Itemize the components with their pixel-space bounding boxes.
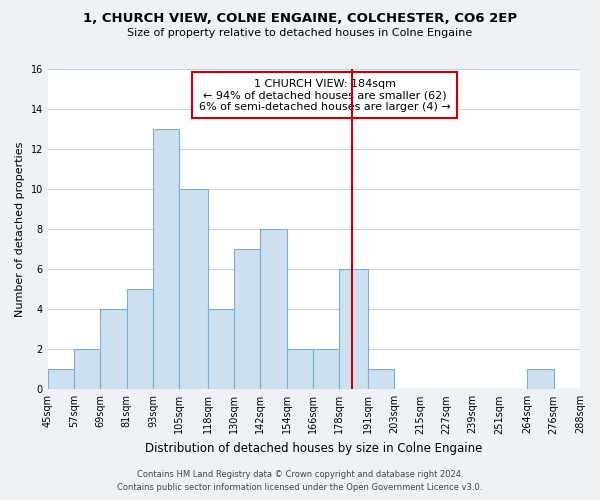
Bar xyxy=(339,269,368,390)
Bar xyxy=(208,309,234,390)
X-axis label: Distribution of detached houses by size in Colne Engaine: Distribution of detached houses by size … xyxy=(145,442,482,455)
Bar xyxy=(153,129,179,390)
Bar xyxy=(313,350,339,390)
Text: Contains HM Land Registry data © Crown copyright and database right 2024.
Contai: Contains HM Land Registry data © Crown c… xyxy=(118,470,482,492)
Bar xyxy=(234,249,260,390)
Text: Size of property relative to detached houses in Colne Engaine: Size of property relative to detached ho… xyxy=(127,28,473,38)
Bar xyxy=(368,370,394,390)
Bar xyxy=(287,350,313,390)
Text: 1 CHURCH VIEW: 184sqm
← 94% of detached houses are smaller (62)
6% of semi-detac: 1 CHURCH VIEW: 184sqm ← 94% of detached … xyxy=(199,78,451,112)
Bar xyxy=(260,229,287,390)
Bar xyxy=(74,350,100,390)
Bar xyxy=(179,189,208,390)
Bar xyxy=(48,370,74,390)
Y-axis label: Number of detached properties: Number of detached properties xyxy=(15,142,25,317)
Bar xyxy=(527,370,554,390)
Text: 1, CHURCH VIEW, COLNE ENGAINE, COLCHESTER, CO6 2EP: 1, CHURCH VIEW, COLNE ENGAINE, COLCHESTE… xyxy=(83,12,517,26)
Bar xyxy=(127,289,153,390)
Bar xyxy=(100,309,127,390)
